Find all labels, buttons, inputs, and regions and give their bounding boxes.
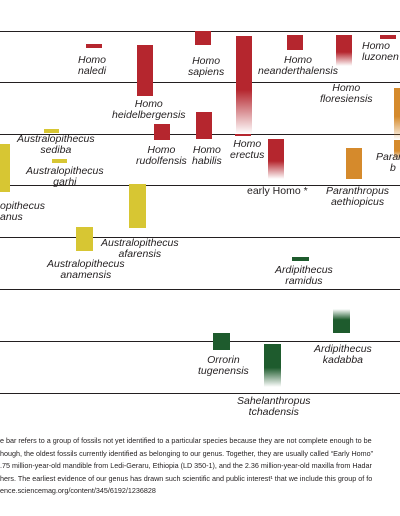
- australopithecus-garhi-label: Australopithecus garhi: [26, 165, 104, 188]
- time-gridline: [0, 341, 400, 342]
- homo-naledi-label: Homo naledi: [78, 54, 107, 77]
- orrorin-tugenensis-bar: [213, 333, 230, 350]
- homo-heidelbergensis-label: Homo heidelbergensis: [112, 98, 186, 121]
- early-homo-label: early Homo *: [247, 185, 308, 197]
- homo-luzonensis-fade-bar: [336, 35, 352, 66]
- homo-sapiens-bar: [195, 31, 211, 45]
- homo-floresiensis-bar: [394, 88, 400, 140]
- australopithecus-anamensis-bar: [76, 227, 93, 251]
- australopithecus-sediba-label: Australopithecus sediba: [17, 133, 95, 156]
- homo-sapiens-label: Homo sapiens: [188, 55, 225, 78]
- paranthropus-boisei-bar: [394, 140, 400, 160]
- homo-neanderthalensis-label: Homo neanderthalensis: [258, 54, 338, 77]
- australopithecus-africanus-bar: [0, 144, 10, 192]
- time-gridline: [0, 237, 400, 238]
- homo-erectus-bar: [235, 134, 251, 136]
- homo-habilis-label: Homo habilis: [192, 144, 222, 167]
- homo-neanderthalensis-bar: [287, 35, 303, 50]
- australopithecus-afarensis-bar: [129, 184, 146, 228]
- time-gridline: [0, 289, 400, 290]
- time-gridline: [0, 82, 400, 83]
- hominin-timeline-diagram: Homo naledi Homo sapiens Homo neanderthalen…: [0, 31, 400, 418]
- australopithecus-africanus-label: opithecus anus: [0, 200, 45, 223]
- paranthropus-aethiopicus-bar: [346, 148, 362, 179]
- homo-rudolfensis-label: Homo rudolfensis: [136, 144, 187, 167]
- australopithecus-anamensis-label: Australopithecus anamensis: [47, 258, 125, 281]
- ardipithecus-ramidus-label: Ardipithecus ramidus: [275, 264, 333, 287]
- homo-sapiens-fade-bar: [236, 36, 252, 134]
- paranthropus-boisei-label: Paranb: [376, 151, 400, 174]
- australopithecus-sediba-bar: [44, 129, 59, 133]
- homo-naledi-bar: [86, 44, 102, 48]
- ardipithecus-kadabba-label: Ardipithecus kadabba: [314, 343, 372, 366]
- ardipithecus-ramidus-bar: [292, 257, 309, 261]
- figure-caption: e bar refers to a group of fossils not y…: [0, 435, 400, 498]
- homo-heidelbergensis-bar: [137, 45, 153, 96]
- time-gridline: [0, 393, 400, 394]
- ardipithecus-kadabba-bar: [333, 309, 350, 333]
- paranthropus-aethiopicus-label: Paranthropus aethiopicus: [326, 185, 390, 208]
- caption-line: hers. The earliest evidence of our genus…: [0, 473, 373, 483]
- orrorin-tugenensis-label: Orrorin tugenensis: [198, 354, 249, 377]
- caption-line: .75 million-year-old mandible from Ledi-…: [0, 461, 372, 470]
- homo-erectus-label: Homo erectus: [230, 138, 265, 161]
- sahelanthropus-tchadensis-label: Sahelanthropus tchadensis: [237, 395, 311, 418]
- early-homo-bar: [268, 139, 284, 179]
- homo-rudolfensis-bar: [154, 124, 170, 140]
- australopithecus-garhi-bar: [52, 159, 67, 163]
- homo-luzonensis-label: Homo luzonen: [362, 40, 399, 63]
- caption-line: hough, the oldest fossils currently iden…: [0, 448, 374, 458]
- australopithecus-afarensis-label: Australopithecus afarensis: [101, 237, 179, 260]
- homo-luzonensis-bar: [380, 35, 396, 39]
- caption-line: ence.sciencemag.org/content/345/6192/123…: [0, 486, 156, 495]
- homo-habilis-bar: [196, 112, 212, 139]
- time-gridline: [0, 185, 400, 186]
- sahelanthropus-tchadensis-bar: [264, 344, 281, 387]
- homo-floresiensis-label: Homo floresiensis: [320, 82, 373, 105]
- caption-line: e bar refers to a group of fossils not y…: [0, 436, 372, 445]
